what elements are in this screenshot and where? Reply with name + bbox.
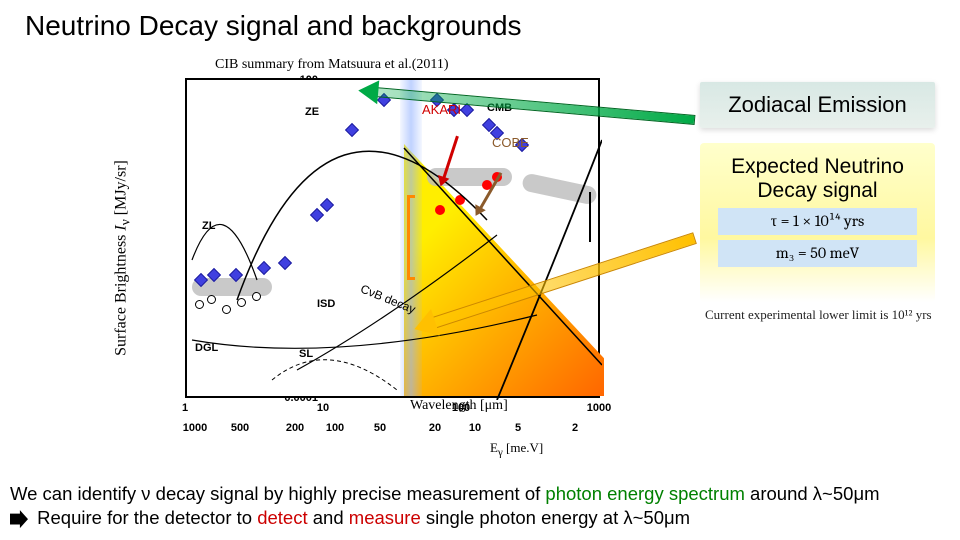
x-axis-label-wavelength: Wavelength [μm] [410,398,508,414]
data-red-circle [435,205,445,215]
akari-bracket [407,195,410,280]
summary-line2-mid: and [308,507,349,528]
xtick-energy: 50 [374,422,386,434]
label-zl: ZL [202,220,215,232]
data-open-circle [222,305,231,314]
data-open-circle [252,292,261,301]
label-isd: ISD [317,298,335,310]
summary-line1-pre: We can identify ν decay signal by highly… [10,483,545,504]
chart-figure: CIB summary from Matsuura et al.(2011) S… [80,60,640,455]
xtick-energy: 10 [469,422,481,434]
residual-band [521,172,598,205]
summary-line2-post: single photon energy at λ~50μm [421,507,690,528]
y-axis-label: Surface Brightness Iν [MJy/sr] [112,160,133,356]
data-diamond [257,261,271,275]
xtick-energy: 200 [286,422,304,434]
label-cobe: COBE [492,135,529,150]
tau-formula: τ = 1 × 10¹⁴ yrs [718,208,917,235]
summary-red1: detect [257,507,307,528]
xtick: 1 [182,402,188,414]
chart-caption: CIB summary from Matsuura et al.(2011) [215,57,449,73]
summary-line2-pre: Require for the detector to [32,507,257,528]
data-red-circle [455,195,465,205]
xtick-energy: 500 [231,422,249,434]
xtick-energy: 1000 [183,422,207,434]
label-dgl: DGL [195,342,218,354]
xtick-energy: 20 [429,422,441,434]
x-axis-label-energy: Eγ [me.V] [490,440,543,459]
summary-green-phrase: photon energy spectrum [545,483,745,504]
errorbar [589,192,591,242]
vertical-highlight-band [400,80,422,396]
data-diamond [320,198,334,212]
data-open-circle [207,295,216,304]
neutrino-callout-heading: Expected Neutrino Decay signal [710,155,925,203]
data-diamond [278,256,292,270]
mass-formula: m₃ = 50 meV [718,240,917,267]
xtick-energy: 100 [326,422,344,434]
neutrino-callout: Expected Neutrino Decay signal τ = 1 × 1… [700,143,935,302]
zodiacal-callout: Zodiacal Emission [700,82,935,128]
summary-line1-post: around λ~50μm [745,483,880,504]
xtick: 1000 [587,402,611,414]
summary-red2: measure [349,507,421,528]
xtick-energy: 5 [515,422,521,434]
callout-column: Zodiacal Emission Expected Neutrino Deca… [700,82,935,323]
xtick: 10 [317,402,329,414]
plot-area: ZE AKARI CMB COBE ZL ISD DGL SL CνB deca… [185,78,600,398]
slide-title: Neutrino Decay signal and backgrounds [0,0,960,47]
summary-text: We can identify ν decay signal by highly… [10,482,950,530]
data-open-circle [195,300,204,309]
data-open-circle [237,298,246,307]
xtick-energy: 2 [572,422,578,434]
label-ze: ZE [305,106,319,118]
label-sl: SL [299,348,313,360]
lower-limit-note: Current experimental lower limit is 10¹²… [700,307,935,323]
data-diamond [345,123,359,137]
data-diamond [310,208,324,222]
bullet-arrow-icon [10,510,28,528]
